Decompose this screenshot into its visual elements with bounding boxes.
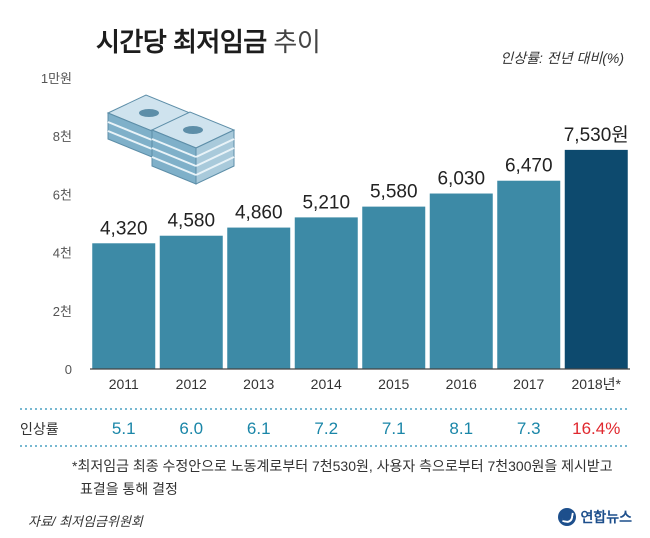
footnote: *최저임금 최종 수정안으로 노동계로부터 7천530원, 사용자 측으로부터 … (72, 458, 613, 497)
source-credit: 자료/ 최저임금위원회 (28, 514, 143, 529)
bar-value-label: 7,530원 (564, 124, 629, 146)
bar (362, 206, 426, 369)
x-tick-label: 2018년* (572, 376, 622, 392)
yonhap-logo-text: 연합뉴스 (580, 509, 632, 525)
y-tick-label: 8천 (53, 129, 72, 144)
rate-value: 8.1 (449, 419, 473, 438)
rate-value: 7.2 (314, 419, 338, 438)
chart-title: 시간당 최저임금 추이 (96, 22, 321, 59)
rate-note: 인상률: 전년 대비(%) (500, 50, 624, 66)
x-tick-label: 2016 (446, 376, 477, 392)
bar-value-label: 5,580 (370, 182, 418, 203)
y-tick-label: 1만원 (41, 71, 72, 86)
x-tick-label: 2014 (311, 376, 342, 392)
bar (159, 235, 223, 369)
y-tick-label: 0 (65, 362, 72, 377)
bar-value-label: 6,470 (505, 156, 553, 177)
rate-value: 7.1 (382, 419, 406, 438)
bar-value-label: 4,860 (235, 203, 283, 224)
x-tick-label: 2013 (243, 376, 274, 392)
bar-value-label: 4,580 (167, 211, 215, 232)
y-tick-label: 2천 (53, 304, 72, 319)
y-axis: 0 2천 4천 6천 8천 1만원 (41, 71, 72, 377)
rate-row-label: 인상률 (20, 421, 59, 437)
bar-value-label: 6,030 (437, 169, 485, 190)
bar (294, 217, 358, 369)
bar (92, 243, 156, 369)
chart-title-main: 시간당 최저임금 (96, 27, 267, 57)
bar-value-label: 4,320 (100, 218, 148, 239)
chart-title-light: 추이 (273, 27, 321, 57)
bar-value-label: 5,210 (302, 192, 350, 213)
money-stack-icon (106, 94, 236, 185)
x-tick-label: 2017 (513, 376, 544, 392)
rate-value: 16.4% (572, 419, 620, 438)
x-tick-label: 2015 (378, 376, 409, 392)
y-tick-label: 4천 (53, 246, 72, 261)
bars: 4,320 4,580 4,860 5,210 5,580 6,030 6,470 7,530… (92, 124, 629, 369)
bar (497, 180, 561, 369)
rate-value: 7.3 (517, 419, 541, 438)
x-axis: 2011 2012 2013 2014 2015 2016 2017 2018년* (90, 368, 630, 392)
bar (429, 193, 493, 369)
x-tick-label: 2012 (176, 376, 207, 392)
y-tick-label: 6천 (53, 187, 72, 202)
rate-value: 6.0 (179, 419, 203, 438)
bar (564, 149, 628, 369)
bar (227, 227, 291, 369)
yonhap-logo: 연합뉴스 (558, 507, 632, 527)
rate-row: 5.1 6.0 6.1 7.2 7.1 8.1 7.3 16.4% 인상률 (20, 408, 630, 447)
rate-value: 5.1 (112, 419, 136, 438)
yonhap-logo-icon (558, 508, 577, 526)
rate-value: 6.1 (247, 419, 271, 438)
x-tick-label: 2011 (109, 376, 139, 392)
